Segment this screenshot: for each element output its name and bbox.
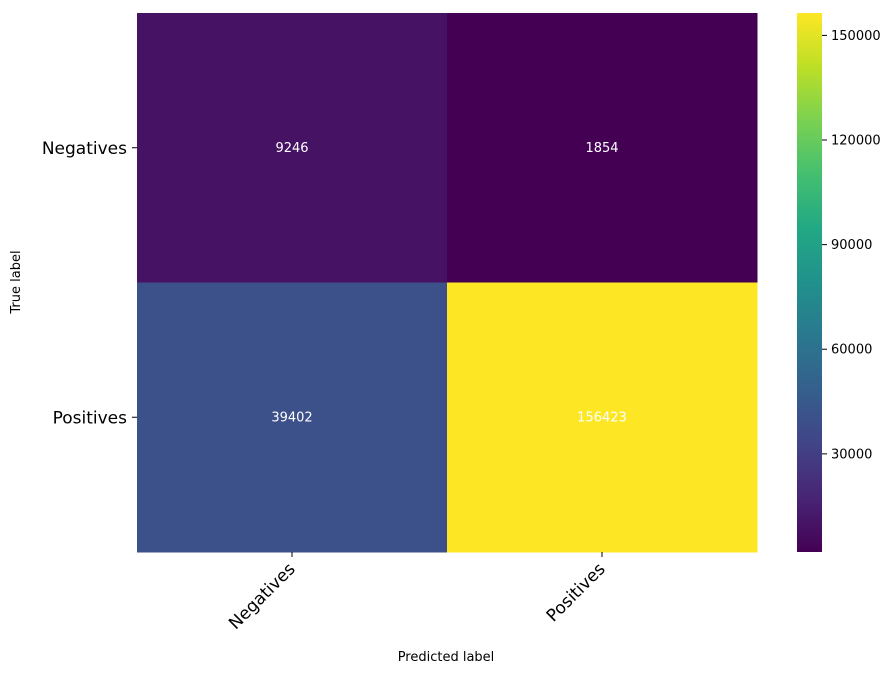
colorbar-tick-label: 30000 — [831, 447, 872, 462]
heatmap-cells: 9246 1854 39402 156423 — [137, 13, 758, 553]
heatmap-cell — [447, 282, 758, 553]
colorbar-tick-label: 150000 — [831, 29, 881, 44]
x-tick-label: Positives — [543, 559, 610, 626]
heatmap-cell — [137, 282, 448, 553]
cell-value-label: 9246 — [275, 141, 308, 156]
colorbar-tick-label: 60000 — [831, 343, 872, 358]
colorbar: 30000 60000 90000 120000 150000 — [797, 13, 881, 552]
y-tick-label: Positives — [53, 408, 128, 428]
x-axis-label: Predicted label — [398, 650, 495, 665]
y-tick-label: Negatives — [42, 139, 127, 159]
colorbar-tick-label: 90000 — [831, 238, 872, 253]
cell-value-label: 1854 — [585, 141, 618, 156]
x-tick-label: Negatives — [225, 559, 299, 633]
cell-value-label: 156423 — [577, 410, 627, 425]
heatmap-cell — [137, 13, 448, 283]
colorbar-gradient — [797, 13, 822, 552]
y-axis-label: True label — [9, 250, 24, 314]
colorbar-tick-label: 120000 — [831, 134, 881, 149]
cell-value-label: 39402 — [271, 410, 312, 425]
heatmap-cell — [447, 13, 758, 283]
